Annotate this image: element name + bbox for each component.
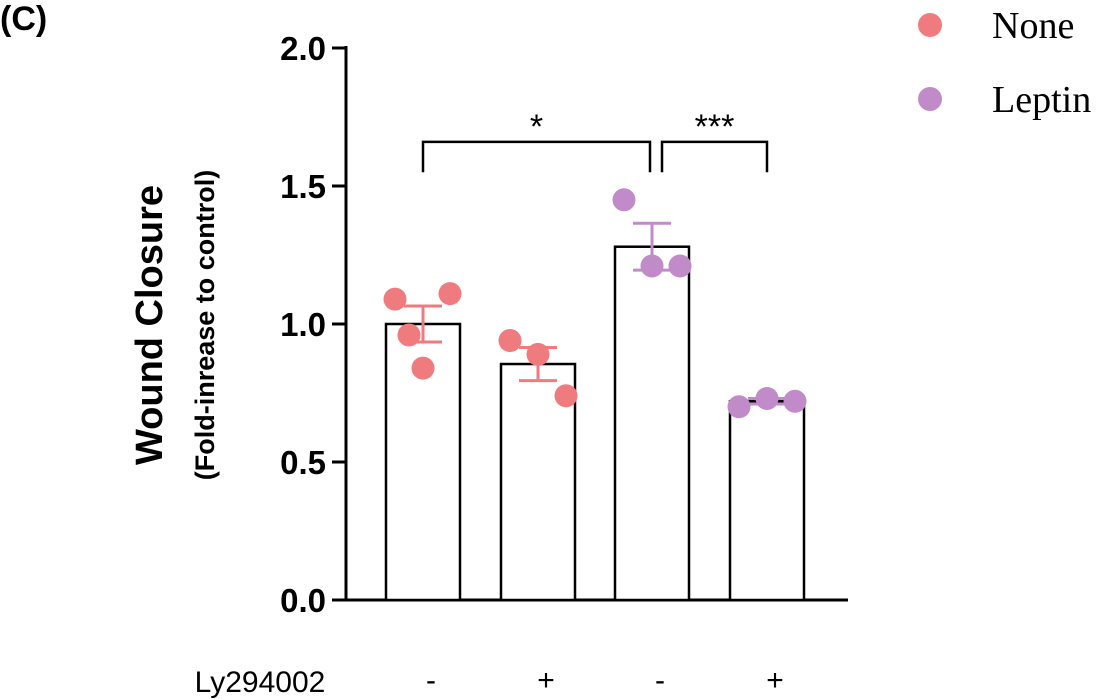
legend-label: Leptin (992, 79, 1091, 121)
data-point (783, 389, 807, 413)
significance-bracket (421, 140, 652, 173)
y-tick-label: 0.0 (280, 582, 326, 619)
y-axis: 0.0 0.5 1.0 1.5 2.0 (280, 30, 348, 619)
data-point (727, 395, 751, 419)
factor-row: Ly294002 - + - + (195, 664, 784, 699)
y-tick-label: 2.0 (280, 30, 326, 67)
data-point (411, 356, 435, 380)
data-point (640, 254, 664, 278)
y-axis-title: Wound Closure (Fold-inrease to control) (129, 170, 220, 481)
significance-brackets: * *** (421, 108, 769, 173)
factor-value: - (426, 664, 436, 697)
factor-value: + (537, 664, 555, 697)
data-point (397, 323, 421, 347)
data-points (383, 188, 807, 419)
legend-label: None (992, 5, 1074, 47)
data-point (383, 287, 407, 311)
panel-label: (C) (0, 0, 47, 38)
significance-label: * (530, 108, 543, 146)
factor-value: - (655, 664, 665, 697)
data-point (755, 387, 779, 411)
significance-label: *** (695, 108, 735, 146)
data-point (554, 384, 578, 408)
y-axis-sublabel: (Fold-inrease to control) (190, 170, 220, 481)
bar (613, 245, 691, 602)
data-point (498, 329, 522, 353)
significance-bracket (660, 140, 769, 173)
legend: None Leptin (918, 5, 1091, 121)
y-tick-label: 1.0 (280, 306, 326, 343)
factor-value: + (766, 664, 784, 697)
y-tick-label: 1.5 (280, 168, 326, 205)
legend-marker (918, 87, 942, 111)
legend-marker (918, 13, 942, 37)
data-point (526, 342, 550, 366)
bar (728, 400, 806, 602)
factor-label: Ly294002 (195, 666, 326, 699)
y-axis-label: Wound Closure (129, 185, 171, 465)
data-point (668, 254, 692, 278)
error-bars (404, 221, 786, 406)
y-tick-label: 0.5 (280, 444, 326, 481)
data-point (438, 282, 462, 306)
data-point (612, 188, 636, 212)
